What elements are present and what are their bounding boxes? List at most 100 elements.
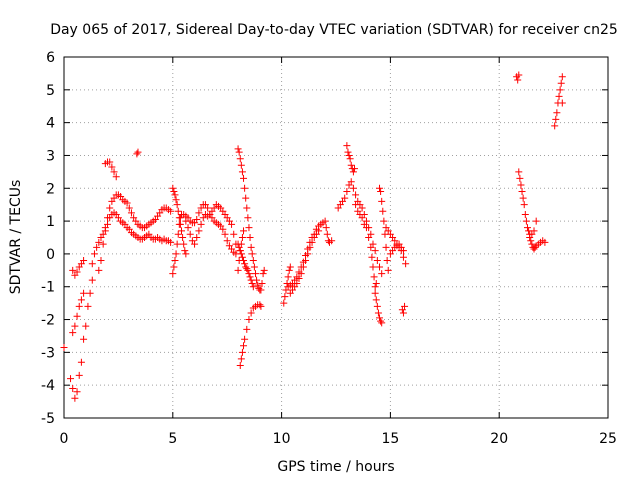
data-point: [295, 275, 303, 283]
data-point: [228, 220, 236, 228]
data-point: [242, 194, 250, 202]
data-point: [238, 253, 246, 261]
data-point: [308, 238, 316, 246]
data-point: [401, 302, 409, 310]
data-point: [521, 211, 529, 219]
data-point: [383, 256, 391, 264]
data-point: [73, 268, 81, 276]
data-point: [541, 238, 549, 246]
data-point: [243, 265, 251, 273]
data-point: [236, 361, 244, 369]
data-point: [171, 191, 179, 199]
data-point: [174, 230, 182, 238]
data-point: [514, 76, 522, 84]
data-point: [235, 148, 243, 156]
data-point: [88, 276, 96, 284]
data-point: [553, 109, 561, 117]
y-tick-label: -5: [41, 411, 55, 427]
data-point: [341, 194, 349, 202]
data-point: [174, 207, 182, 215]
data-point: [238, 234, 246, 241]
data-point: [297, 270, 305, 278]
data-point: [399, 309, 407, 317]
data-point: [223, 237, 231, 245]
data-point: [175, 220, 183, 228]
data-point: [133, 150, 141, 158]
data-point: [349, 184, 357, 192]
data-point: [237, 250, 245, 258]
data-point: [370, 273, 378, 281]
data-point: [250, 263, 258, 271]
chart-title: Day 065 of 2017, Sidereal Day-to-day VTE…: [50, 22, 618, 38]
data-point: [173, 240, 181, 248]
data-point: [557, 79, 565, 87]
data-point: [235, 256, 243, 264]
data-point: [195, 209, 203, 217]
data-point: [90, 250, 98, 258]
y-tick-label: -2: [41, 313, 55, 329]
data-point: [522, 217, 530, 225]
data-point: [67, 375, 75, 383]
data-point: [371, 247, 379, 255]
data-point: [281, 293, 289, 301]
x-tick-label: 15: [381, 431, 399, 447]
data-point: [80, 256, 88, 264]
data-point: [179, 234, 187, 241]
data-point: [106, 204, 114, 212]
data-point: [247, 276, 255, 284]
data-point: [302, 256, 310, 264]
data-point: [172, 250, 180, 258]
data-point: [244, 266, 252, 274]
data-point: [369, 263, 377, 271]
data-point: [285, 266, 293, 274]
data-point: [104, 214, 112, 222]
data-point: [258, 279, 266, 287]
data-point: [248, 250, 256, 258]
data-point: [69, 384, 77, 392]
data-point: [556, 86, 564, 94]
data-point: [84, 302, 92, 310]
data-point: [237, 161, 245, 169]
data-point: [304, 250, 312, 258]
data-point: [181, 247, 189, 255]
data-point: [112, 173, 120, 181]
data-point: [377, 317, 385, 325]
data-point: [532, 217, 540, 225]
x-tick-label: 5: [168, 431, 177, 447]
y-tick-label: 1: [46, 214, 55, 230]
data-point: [280, 299, 288, 307]
data-point: [399, 253, 407, 261]
data-point: [88, 260, 96, 268]
data-point: [247, 309, 255, 317]
data-point: [69, 329, 77, 337]
y-axis-title: SDTVAR / TECUs: [8, 180, 24, 295]
data-point: [374, 309, 382, 317]
data-point: [519, 194, 527, 202]
data-point: [349, 168, 357, 176]
data-point: [284, 273, 292, 281]
data-point: [82, 322, 90, 330]
data-point: [516, 174, 524, 182]
data-point: [531, 243, 539, 251]
data-point: [77, 296, 85, 304]
data-point: [378, 197, 386, 205]
data-point: [254, 281, 262, 289]
plot-frame: [63, 56, 609, 419]
data-point: [193, 234, 201, 241]
data-point: [249, 256, 257, 264]
data-point: [382, 243, 390, 251]
x-tick-label: 0: [60, 431, 69, 447]
data-point: [402, 260, 410, 268]
data-point: [380, 217, 388, 225]
data-point: [97, 256, 105, 264]
data-point: [371, 283, 379, 291]
data-point: [530, 227, 538, 235]
data-point: [238, 348, 246, 356]
y-tick-label: 0: [46, 247, 55, 263]
data-point: [343, 188, 351, 196]
data-point: [230, 230, 238, 238]
data-point: [518, 188, 526, 196]
data-point: [172, 196, 180, 204]
data-point: [248, 279, 256, 287]
data-point: [372, 296, 380, 304]
